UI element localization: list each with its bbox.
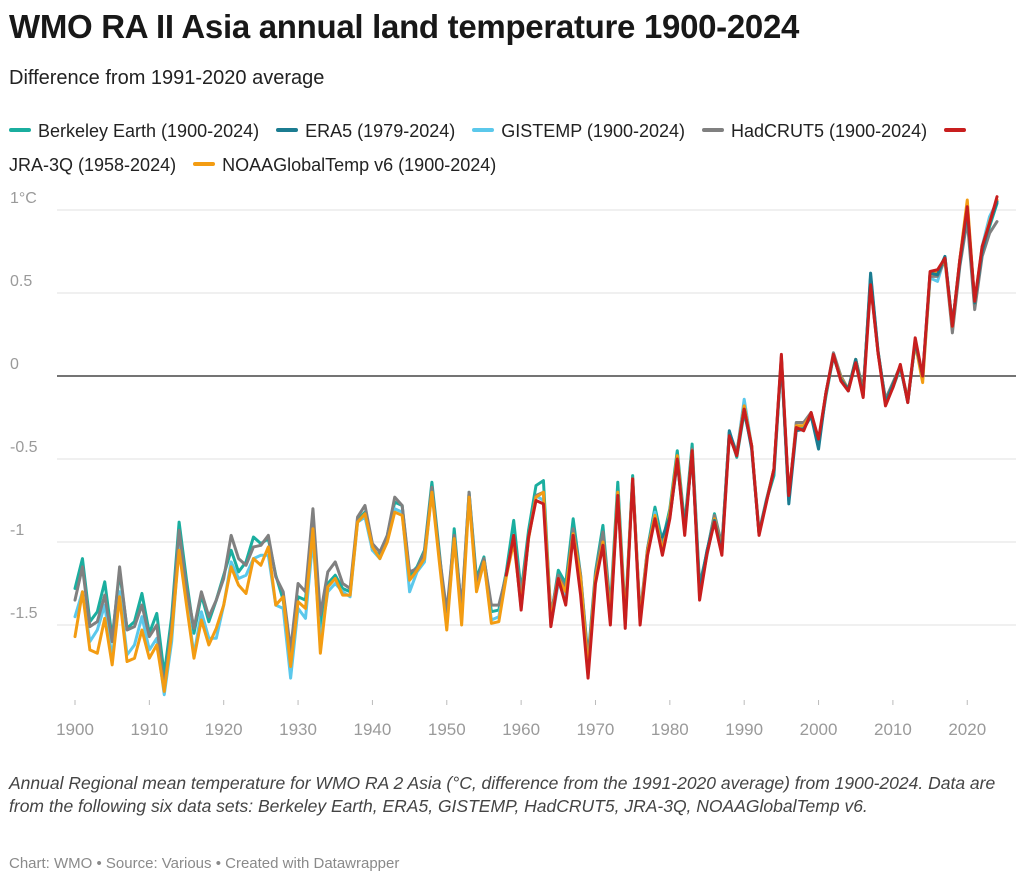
legend-label: ERA5 (1979-2024) (305, 121, 456, 141)
chart-description: Annual Regional mean temperature for WMO… (9, 773, 996, 816)
x-tick-label: 2010 (874, 720, 912, 739)
x-tick-label: 1990 (725, 720, 763, 739)
legend-item: ERA5 (1979-2024) (276, 121, 455, 141)
series-line-hadcrut5-1900-2024 (73, 218, 999, 690)
legend-swatch (702, 128, 725, 133)
x-tick-label: 2020 (948, 720, 986, 739)
legend-label: JRA-3Q (1958-2024) (9, 155, 177, 175)
chart-credits: Chart: WMO • Source: Various • Created w… (9, 855, 400, 872)
legend: Berkeley Earth (1900-2024) ERA5 (1979-20… (9, 114, 1009, 182)
legend-swatch (472, 128, 495, 133)
x-tick-label: 2000 (800, 720, 838, 739)
legend-label: NOAAGlobalTemp v6 (1900-2024) (222, 155, 497, 175)
legend-label: HadCRUT5 (1900-2024) (731, 121, 928, 141)
x-tick-label: 1920 (205, 720, 243, 739)
y-tick-label: 0 (10, 356, 19, 373)
legend-item: GISTEMP (1900-2024) (472, 121, 685, 141)
y-tick-label: -1.5 (10, 605, 38, 622)
x-tick-label: 1960 (502, 720, 540, 739)
y-tick-label: -1 (10, 522, 24, 539)
legend-label: Berkeley Earth (1900-2024) (38, 121, 260, 141)
series-line-noaaglobaltemp-v6-1900-2024 (73, 198, 999, 693)
legend-swatch (9, 128, 31, 133)
legend-swatch (193, 162, 216, 167)
legend-swatch (944, 128, 967, 133)
legend-item: NOAAGlobalTemp v6 (1900-2024) (193, 155, 496, 175)
x-tick-label: 1980 (651, 720, 689, 739)
series-line-gistemp-1900-2024 (73, 200, 999, 697)
line-chart: 1°C 0.5 0 -0.5 -1 -1.5 1900 1910 1920 1930 1940 195… (10, 190, 1016, 739)
y-tick-label: -0.5 (10, 439, 38, 456)
x-tick-label: 1910 (130, 720, 168, 739)
x-tick-label: 1970 (577, 720, 615, 739)
x-tick-label: 1950 (428, 720, 466, 739)
legend-item: JRA-3Q (1958-2024) (9, 121, 973, 175)
x-tick-label: 1930 (279, 720, 317, 739)
legend-swatch (276, 128, 299, 133)
y-tick-label: 0.5 (10, 273, 32, 290)
chart-title: WMO RA II Asia annual land temperature 1… (9, 8, 800, 45)
series-line-jra-3q-1958-2024 (504, 195, 999, 680)
x-tick-label: 1940 (354, 720, 392, 739)
y-tick-label: 1°C (10, 190, 37, 207)
chart-subtitle: Difference from 1991-2020 average (9, 67, 325, 89)
legend-item: Berkeley Earth (1900-2024) (9, 121, 259, 141)
legend-item: HadCRUT5 (1900-2024) (702, 121, 927, 141)
legend-label: GISTEMP (1900-2024) (501, 121, 686, 141)
x-tick-label: 1900 (56, 720, 94, 739)
